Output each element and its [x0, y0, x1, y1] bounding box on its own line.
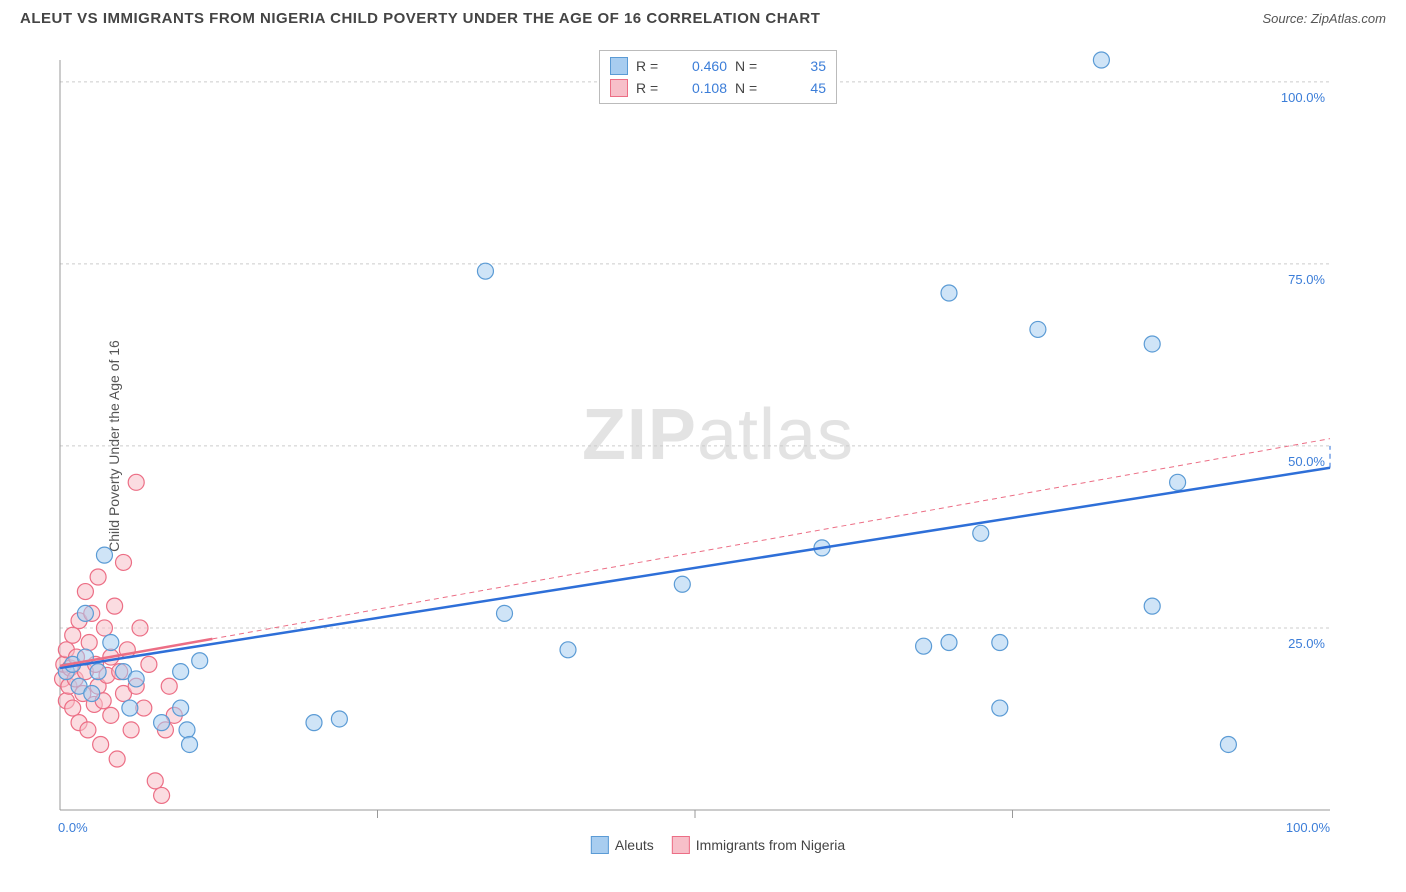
data-point [96, 547, 112, 563]
swatch-pink-icon [672, 836, 690, 854]
data-point [992, 700, 1008, 716]
data-point [77, 584, 93, 600]
data-point [107, 598, 123, 614]
data-point [560, 642, 576, 658]
data-point [128, 671, 144, 687]
chart-header: ALEUT VS IMMIGRANTS FROM NIGERIA CHILD P… [0, 0, 1406, 35]
data-point [941, 285, 957, 301]
data-point [109, 751, 125, 767]
data-point [973, 525, 989, 541]
data-point [1144, 336, 1160, 352]
data-point [674, 576, 690, 592]
trendline-extrapolated [212, 439, 1330, 639]
correlation-legend: R = 0.460 N = 35 R = 0.108 N = 45 [599, 50, 837, 104]
data-point [477, 263, 493, 279]
data-point [103, 707, 119, 723]
data-point [93, 736, 109, 752]
swatch-pink-icon [610, 79, 628, 97]
data-point [147, 773, 163, 789]
data-point [331, 711, 347, 727]
source-attribution: Source: ZipAtlas.com [1262, 11, 1386, 26]
swatch-blue-icon [610, 57, 628, 75]
data-point [128, 474, 144, 490]
data-point [1093, 52, 1109, 68]
y-tick-label: 75.0% [1288, 272, 1325, 287]
data-point [306, 715, 322, 731]
chart-title: ALEUT VS IMMIGRANTS FROM NIGERIA CHILD P… [20, 10, 820, 27]
data-point [173, 700, 189, 716]
series-legend: Aleuts Immigrants from Nigeria [591, 836, 845, 854]
data-point [65, 627, 81, 643]
data-point [179, 722, 195, 738]
data-point [182, 736, 198, 752]
data-point [941, 635, 957, 651]
data-point [123, 722, 139, 738]
data-point [141, 656, 157, 672]
data-point [154, 715, 170, 731]
data-point [1030, 321, 1046, 337]
scatter-plot: 25.0% 50.0% 75.0% 100.0% 0.0% 100.0% [50, 50, 1386, 852]
legend-item-aleuts: Aleuts [591, 836, 654, 854]
y-tick-label: 25.0% [1288, 636, 1325, 651]
data-point [497, 605, 513, 621]
y-tick-label: 50.0% [1288, 454, 1325, 469]
data-point [161, 678, 177, 694]
data-point [192, 653, 208, 669]
data-point [154, 787, 170, 803]
data-point [103, 635, 119, 651]
data-point [65, 700, 81, 716]
data-point [132, 620, 148, 636]
data-point [116, 554, 132, 570]
data-point [90, 664, 106, 680]
data-point [122, 700, 138, 716]
data-point [1170, 474, 1186, 490]
x-max-label: 100.0% [1286, 820, 1331, 835]
data-point [173, 664, 189, 680]
data-point [916, 638, 932, 654]
data-point [992, 635, 1008, 651]
chart-container: ZIPatlas 25.0%50.0%75.0%100.0%0.0%100.0%… [50, 50, 1386, 852]
x-min-label: 0.0% [58, 820, 88, 835]
legend-row-aleuts: R = 0.460 N = 35 [610, 55, 826, 77]
data-point [96, 620, 112, 636]
data-point [1220, 736, 1236, 752]
data-point [90, 569, 106, 585]
data-point [1144, 598, 1160, 614]
data-point [77, 605, 93, 621]
swatch-blue-icon [591, 836, 609, 854]
legend-item-nigeria: Immigrants from Nigeria [672, 836, 845, 854]
legend-row-nigeria: R = 0.108 N = 45 [610, 77, 826, 99]
data-point [84, 685, 100, 701]
data-point [81, 635, 97, 651]
trendline [60, 468, 1330, 668]
data-point [80, 722, 96, 738]
y-tick-label: 100.0% [1281, 90, 1326, 105]
